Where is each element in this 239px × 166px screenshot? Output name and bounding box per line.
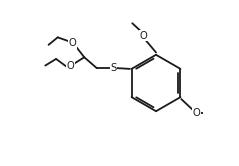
Text: O: O <box>140 31 147 41</box>
Text: S: S <box>110 63 116 73</box>
Text: O: O <box>69 38 76 48</box>
Text: O: O <box>192 108 200 118</box>
Text: O: O <box>66 61 74 71</box>
